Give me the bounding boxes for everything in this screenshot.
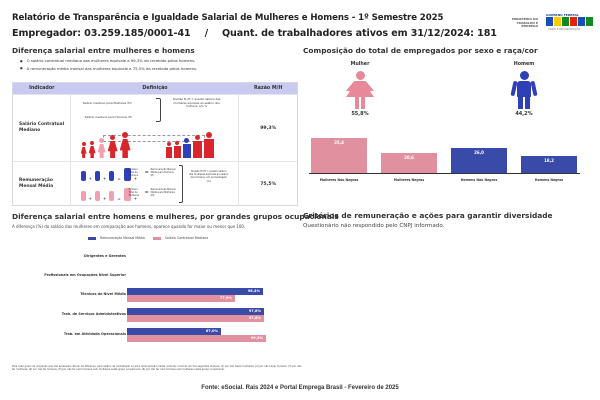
legend-swatch-blue bbox=[88, 236, 96, 240]
header-ratio: Razão M/H bbox=[253, 86, 283, 91]
bar-salary: 99,3% bbox=[127, 335, 266, 342]
def-note: Divisão M /H = quanto salário das mulher… bbox=[172, 97, 221, 109]
equals-sign: = bbox=[144, 170, 149, 176]
chart-legend: Remuneração Mensal Média Salário Contrat… bbox=[88, 236, 208, 240]
bracket bbox=[178, 165, 183, 203]
men-figures-icon bbox=[165, 132, 214, 158]
gov-label: GOVERNO FEDERAL bbox=[546, 13, 579, 17]
header-definition: Definição bbox=[142, 86, 168, 91]
man-composition: Homem 44,2% bbox=[504, 62, 544, 117]
ratio-value: 75,5% bbox=[260, 181, 277, 187]
employer-line: Empregador: 03.259.185/0001-41 / Quant. de… bbox=[12, 26, 497, 41]
label-men-non-black: Homens Não Negros bbox=[460, 178, 498, 182]
source-footer: Fonte: eSocial. Rais 2024 e Portal Empre… bbox=[201, 385, 399, 391]
race-bars: 35,4 20,6 26,0 18,2 bbox=[311, 138, 577, 174]
definition-cell: + + = + Número Total de Homens = Remuner… bbox=[71, 162, 240, 206]
bar-remuneration: 97,8% bbox=[127, 308, 264, 315]
x-axis bbox=[309, 173, 580, 174]
criteria-title: Critérios de remuneração e ações para ga… bbox=[303, 211, 553, 220]
gov-logo: MINISTÉRIO DO TRABALHO E EMPREGO GOVERNO… bbox=[508, 12, 594, 36]
indicator-table: Indicador Definição Razão M/H Salário Co… bbox=[12, 82, 298, 206]
bar-women-non-black: 35,4 bbox=[311, 138, 367, 174]
employer-id: Empregador: 03.259.185/0001-41 bbox=[12, 28, 191, 39]
criteria-text: Questionário não respondido pelo CNPJ in… bbox=[303, 223, 445, 229]
bar-salary: 77,9% bbox=[127, 295, 235, 302]
equals-sign: = bbox=[144, 190, 149, 196]
man-figure-icon bbox=[510, 71, 538, 109]
gov-tagline: UNIÃO E RECONSTRUÇÃO bbox=[548, 28, 581, 31]
bar-men-non-black: 26,0 bbox=[451, 148, 507, 174]
man-percentage: 44,2% bbox=[515, 111, 533, 117]
ratio-value: 99,3% bbox=[260, 125, 277, 131]
def-women-median: Salário mediano para Mulheres (M) bbox=[82, 101, 132, 105]
legend-item-remuneration: Remuneração Mensal Média bbox=[88, 236, 145, 240]
table-row: Salário Contratual Mediano Salário media… bbox=[13, 94, 297, 161]
race-composition-chart: 35,4 20,6 26,0 18,2 Mulheres Não Negras … bbox=[303, 138, 588, 184]
footnote: Para cada grupo de ocupação que não apre… bbox=[12, 365, 302, 372]
woman-composition: Mulher 55,8% bbox=[340, 62, 380, 117]
indicator-name: Salário Contratual Mediano bbox=[13, 95, 71, 161]
woman-label: Mulher bbox=[350, 62, 370, 67]
occupational-title: Diferença salarial entre homens e mulher… bbox=[12, 212, 339, 221]
bar-remuneration: 98,4% bbox=[127, 288, 263, 295]
table-row: Remuneração Mensal Média + + = + Número … bbox=[13, 161, 297, 206]
men-sum-icon: + + = + bbox=[80, 168, 137, 181]
legend-item-salary: Salário Contratual Mediano bbox=[152, 236, 208, 240]
bullet-contract-salary: O salário contratual mediano das mulhere… bbox=[20, 57, 197, 65]
bullet-monthly-pay: A remuneração média mensal das mulheres … bbox=[20, 65, 198, 73]
workers-count: Quant. de trabalhadores ativos em 31/12/… bbox=[222, 28, 497, 39]
women-figures-icon bbox=[80, 132, 131, 158]
report-title: Relatório de Transparência e Igualdade S… bbox=[12, 13, 444, 23]
separator: / bbox=[204, 28, 209, 39]
def-women-count: Número Total de Mulheres bbox=[128, 188, 140, 198]
bar-women-black: 20,6 bbox=[381, 153, 437, 174]
def-men-count: Número Total de Homens bbox=[128, 168, 139, 178]
header-indicator: Indicador bbox=[29, 86, 55, 91]
woman-percentage: 55,8% bbox=[351, 111, 369, 117]
bar-men-black: 18,2 bbox=[521, 156, 577, 174]
legend-swatch-pink bbox=[152, 236, 161, 240]
woman-figure-icon bbox=[346, 71, 374, 109]
def-women-result: Remuneração Mensal Média para Mulheres (… bbox=[150, 188, 176, 198]
bar-remuneration: 67,0% bbox=[127, 328, 221, 335]
salary-bullets: O salário contratual mediano das mulhere… bbox=[20, 57, 198, 73]
occupational-subtitle: A diferença (%) do salário das mulheres … bbox=[12, 224, 246, 229]
bracket bbox=[155, 98, 161, 122]
report-header: Relatório de Transparência e Igualdade S… bbox=[12, 11, 497, 41]
salary-diff-title: Diferença salarial entre mulheres e home… bbox=[12, 46, 195, 55]
composition-title: Composição do total de empregados por se… bbox=[303, 46, 538, 55]
bar-salary: 97,8% bbox=[127, 315, 264, 322]
definition-cell: Salário mediano para Mulheres (M) Salári… bbox=[71, 95, 240, 161]
label-women-non-black: Mulheres Não Negras bbox=[319, 178, 359, 182]
women-sum-icon: + + = + bbox=[80, 188, 137, 201]
brasil-logo-icon bbox=[546, 17, 593, 26]
label-men-black: Homens Negros bbox=[534, 178, 564, 182]
label-women-black: Mulheres Negras bbox=[393, 178, 425, 182]
table-header: Indicador Definição Razão M/H bbox=[13, 83, 297, 94]
man-label: Homem bbox=[513, 62, 535, 67]
ministry-label: MINISTÉRIO DO TRABALHO E EMPREGO bbox=[511, 17, 538, 28]
def-men-median: Salário mediano para Homens (H) bbox=[84, 115, 133, 119]
def-note: Divisão M /H = quanto salário das mulher… bbox=[188, 170, 229, 183]
race-labels: Mulheres Não Negras Mulheres Negras Home… bbox=[311, 178, 577, 182]
def-men-result: Remuneração Mensal Média para Homens (H) bbox=[150, 168, 176, 178]
indicator-name: Remuneração Mensal Média bbox=[13, 162, 71, 206]
